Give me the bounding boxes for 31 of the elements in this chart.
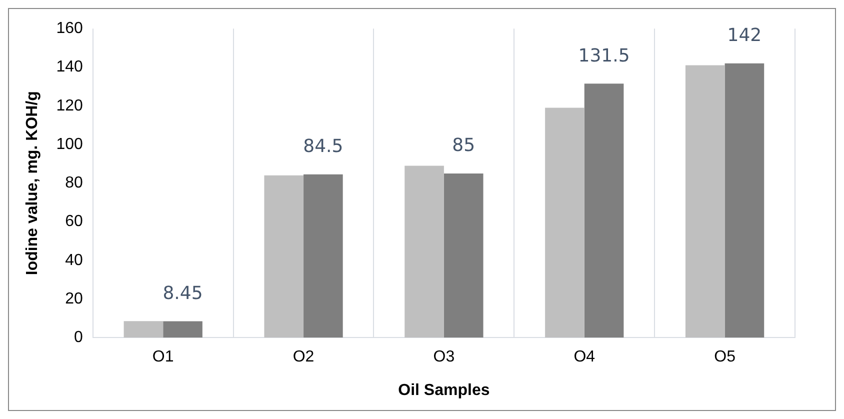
y-tick-label: 160 [56,20,83,38]
bar [685,65,725,338]
bar [163,321,202,338]
data-label: 142 [727,25,762,46]
y-tick-label: 20 [65,290,83,308]
bar [124,321,164,338]
bar [264,175,304,338]
y-tick-label: 0 [74,329,83,346]
y-tick-label: 40 [65,252,83,269]
x-tick-label: O1 [152,348,174,366]
y-tick-label: 60 [65,213,83,230]
y-tick-label: 120 [56,97,83,114]
x-axis-title: Oil Samples [398,382,490,399]
bar [584,84,624,338]
data-label: 85 [452,135,476,156]
y-axis-title: Iodine value, mg. KOH/g [24,91,42,276]
bar [444,173,484,338]
bar [404,166,444,338]
bar [545,108,584,338]
x-tick-label: O4 [574,348,596,366]
bar [724,63,764,338]
y-tick-label: 80 [65,174,83,192]
x-tick-label: O5 [714,348,736,366]
x-tick-label: O2 [292,348,314,366]
y-tick-label: 140 [56,58,83,76]
bar [304,174,343,338]
data-label: 131.5 [578,45,630,66]
data-label: 84.5 [303,136,344,158]
x-tick-label: O3 [433,348,455,366]
y-tick-label: 100 [56,136,83,153]
data-label: 8.45 [162,282,203,304]
